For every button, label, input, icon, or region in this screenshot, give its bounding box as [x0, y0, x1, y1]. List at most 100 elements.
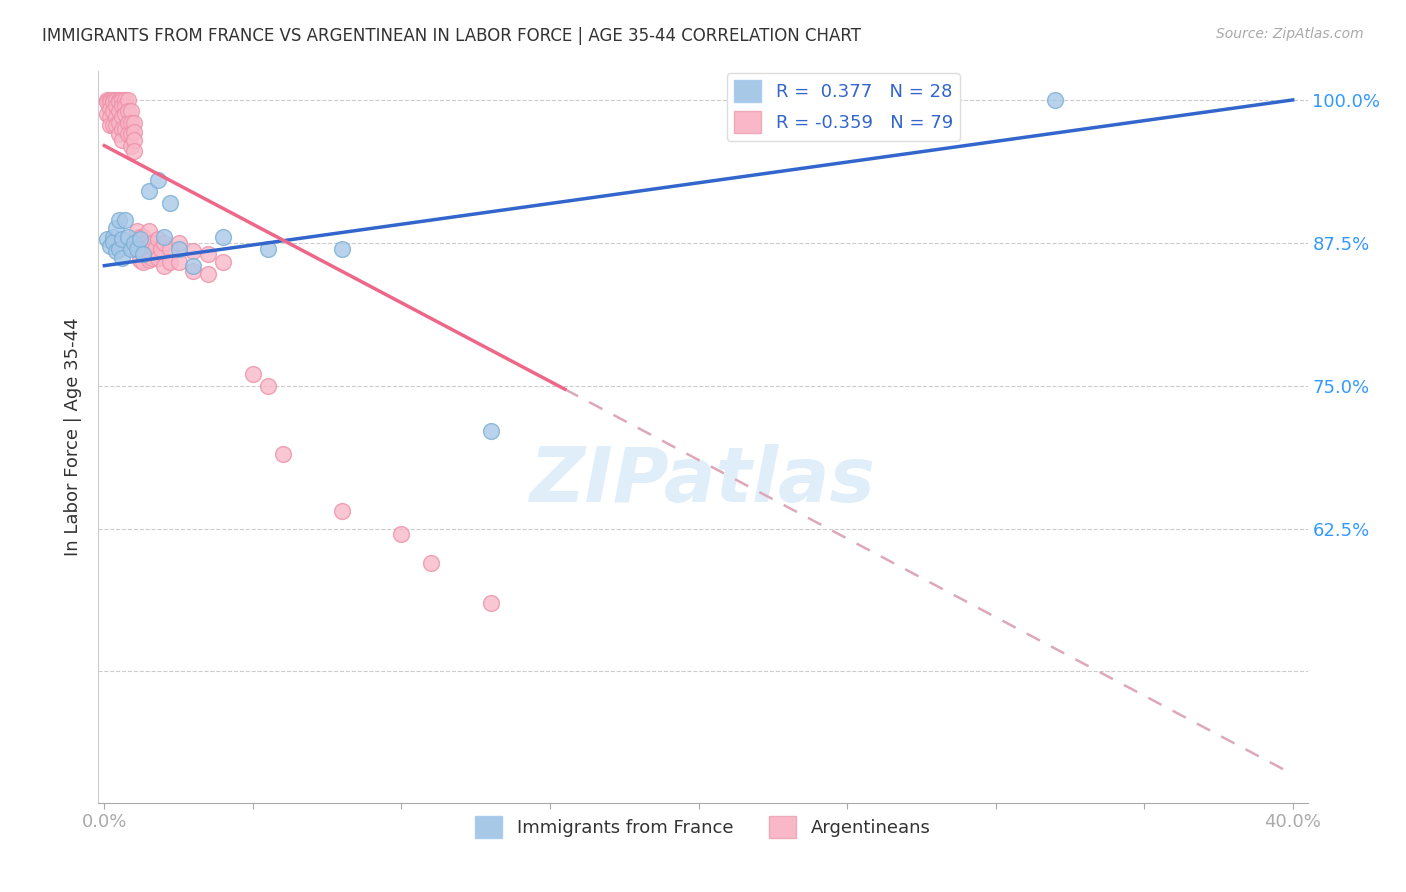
Point — [146, 232, 169, 246]
Point — [98, 118, 121, 132]
Point — [105, 98, 128, 112]
Point — [122, 133, 145, 147]
Text: Source: ZipAtlas.com: Source: ZipAtlas.com — [1216, 27, 1364, 41]
Point — [122, 145, 145, 159]
Point — [330, 242, 353, 256]
Point — [105, 244, 128, 258]
Point — [212, 230, 235, 244]
Point — [96, 106, 118, 120]
Point — [135, 235, 157, 250]
Point — [103, 230, 125, 244]
Point — [1043, 93, 1066, 107]
Point — [114, 213, 136, 227]
Point — [108, 95, 131, 110]
Point — [96, 232, 118, 246]
Point — [111, 98, 134, 112]
Point — [117, 116, 139, 130]
Point — [159, 255, 181, 269]
Point — [120, 104, 142, 119]
Point — [132, 242, 155, 256]
Point — [129, 232, 152, 246]
Text: IMMIGRANTS FROM FRANCE VS ARGENTINEAN IN LABOR FORCE | AGE 35-44 CORRELATION CHA: IMMIGRANTS FROM FRANCE VS ARGENTINEAN IN… — [42, 27, 862, 45]
Point — [122, 235, 145, 250]
Point — [391, 527, 413, 541]
Point — [103, 93, 125, 107]
Point — [330, 504, 353, 518]
Point — [103, 95, 125, 110]
Y-axis label: In Labor Force | Age 35-44: In Labor Force | Age 35-44 — [65, 318, 83, 557]
Point — [122, 125, 145, 139]
Point — [167, 235, 190, 250]
Point — [256, 242, 278, 256]
Point — [117, 93, 139, 107]
Point — [183, 264, 205, 278]
Point — [183, 259, 205, 273]
Point — [141, 235, 163, 250]
Point — [98, 95, 121, 110]
Point — [117, 104, 139, 119]
Point — [129, 252, 152, 267]
Point — [141, 251, 163, 265]
Point — [183, 244, 205, 258]
Point — [108, 104, 131, 119]
Point — [167, 255, 190, 269]
Point — [111, 251, 134, 265]
Point — [138, 239, 160, 253]
Point — [108, 242, 131, 256]
Point — [122, 116, 145, 130]
Point — [132, 247, 155, 261]
Point — [111, 232, 134, 246]
Point — [159, 242, 181, 256]
Point — [103, 104, 125, 119]
Point — [120, 116, 142, 130]
Point — [105, 118, 128, 132]
Point — [242, 368, 264, 382]
Point — [129, 242, 152, 256]
Point — [197, 247, 219, 261]
Point — [120, 127, 142, 141]
Point — [96, 93, 118, 107]
Point — [135, 247, 157, 261]
Point — [146, 251, 169, 265]
Point — [98, 102, 121, 116]
Point — [111, 133, 134, 147]
Point — [146, 173, 169, 187]
Point — [159, 195, 181, 210]
Point — [120, 242, 142, 256]
Point — [132, 230, 155, 244]
Point — [108, 213, 131, 227]
Point — [132, 255, 155, 269]
Point — [256, 378, 278, 392]
Point — [103, 118, 125, 132]
Point — [108, 93, 131, 107]
Point — [111, 93, 134, 107]
Point — [105, 110, 128, 124]
Text: ZIPatlas: ZIPatlas — [530, 444, 876, 518]
Point — [114, 93, 136, 107]
Point — [111, 121, 134, 136]
Point — [212, 255, 235, 269]
Point — [149, 242, 172, 256]
Point — [105, 93, 128, 107]
Point — [98, 93, 121, 107]
Point — [114, 106, 136, 120]
Point — [152, 259, 174, 273]
Point — [138, 185, 160, 199]
Point — [114, 98, 136, 112]
Point — [167, 242, 190, 256]
Point — [108, 116, 131, 130]
Point — [120, 138, 142, 153]
Point — [105, 221, 128, 235]
Point — [152, 235, 174, 250]
Point — [125, 242, 148, 256]
Point — [271, 447, 294, 461]
Point — [125, 242, 148, 256]
Point — [103, 235, 125, 249]
Point — [143, 242, 166, 256]
Point — [114, 121, 136, 136]
Point — [129, 230, 152, 244]
Point — [197, 267, 219, 281]
Point — [420, 556, 443, 570]
Point — [152, 230, 174, 244]
Point — [138, 252, 160, 267]
